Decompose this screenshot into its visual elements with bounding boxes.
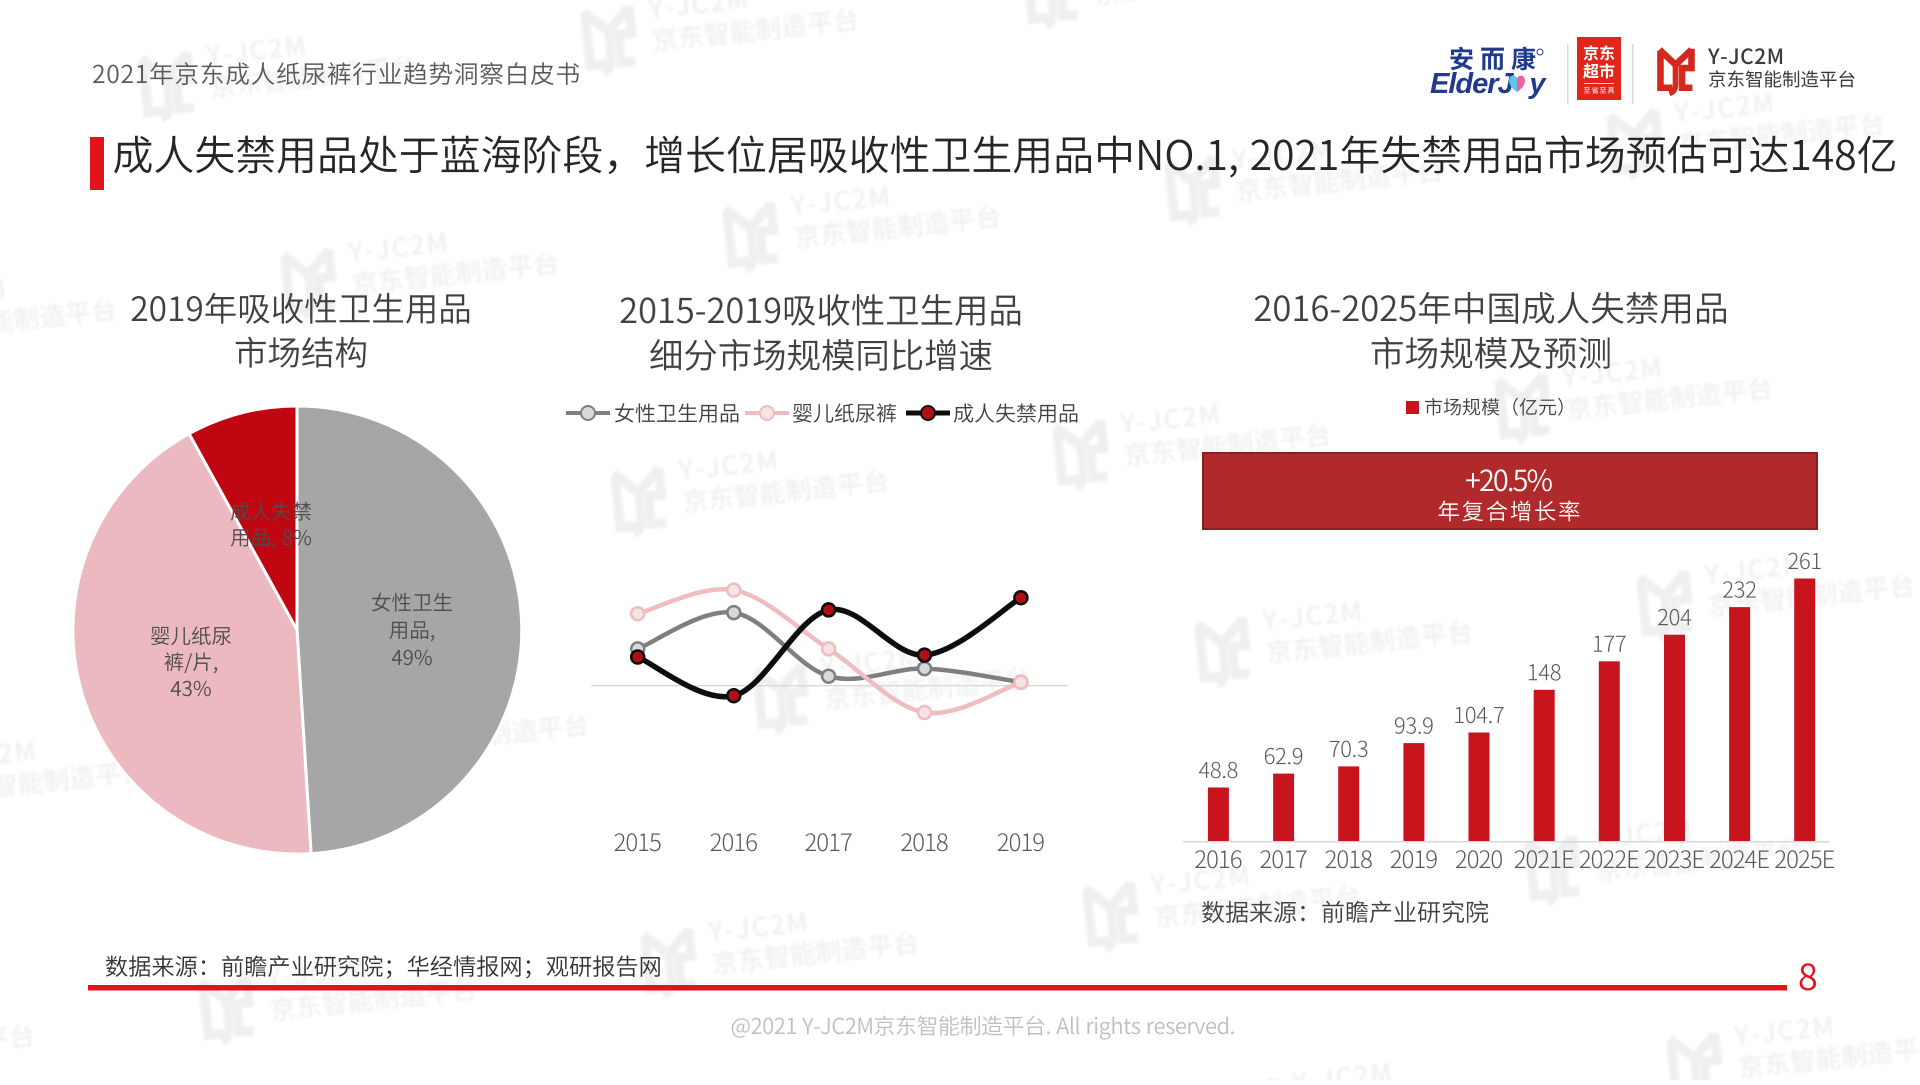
svg-text:ElderJoy: ElderJoy <box>1430 68 1547 100</box>
